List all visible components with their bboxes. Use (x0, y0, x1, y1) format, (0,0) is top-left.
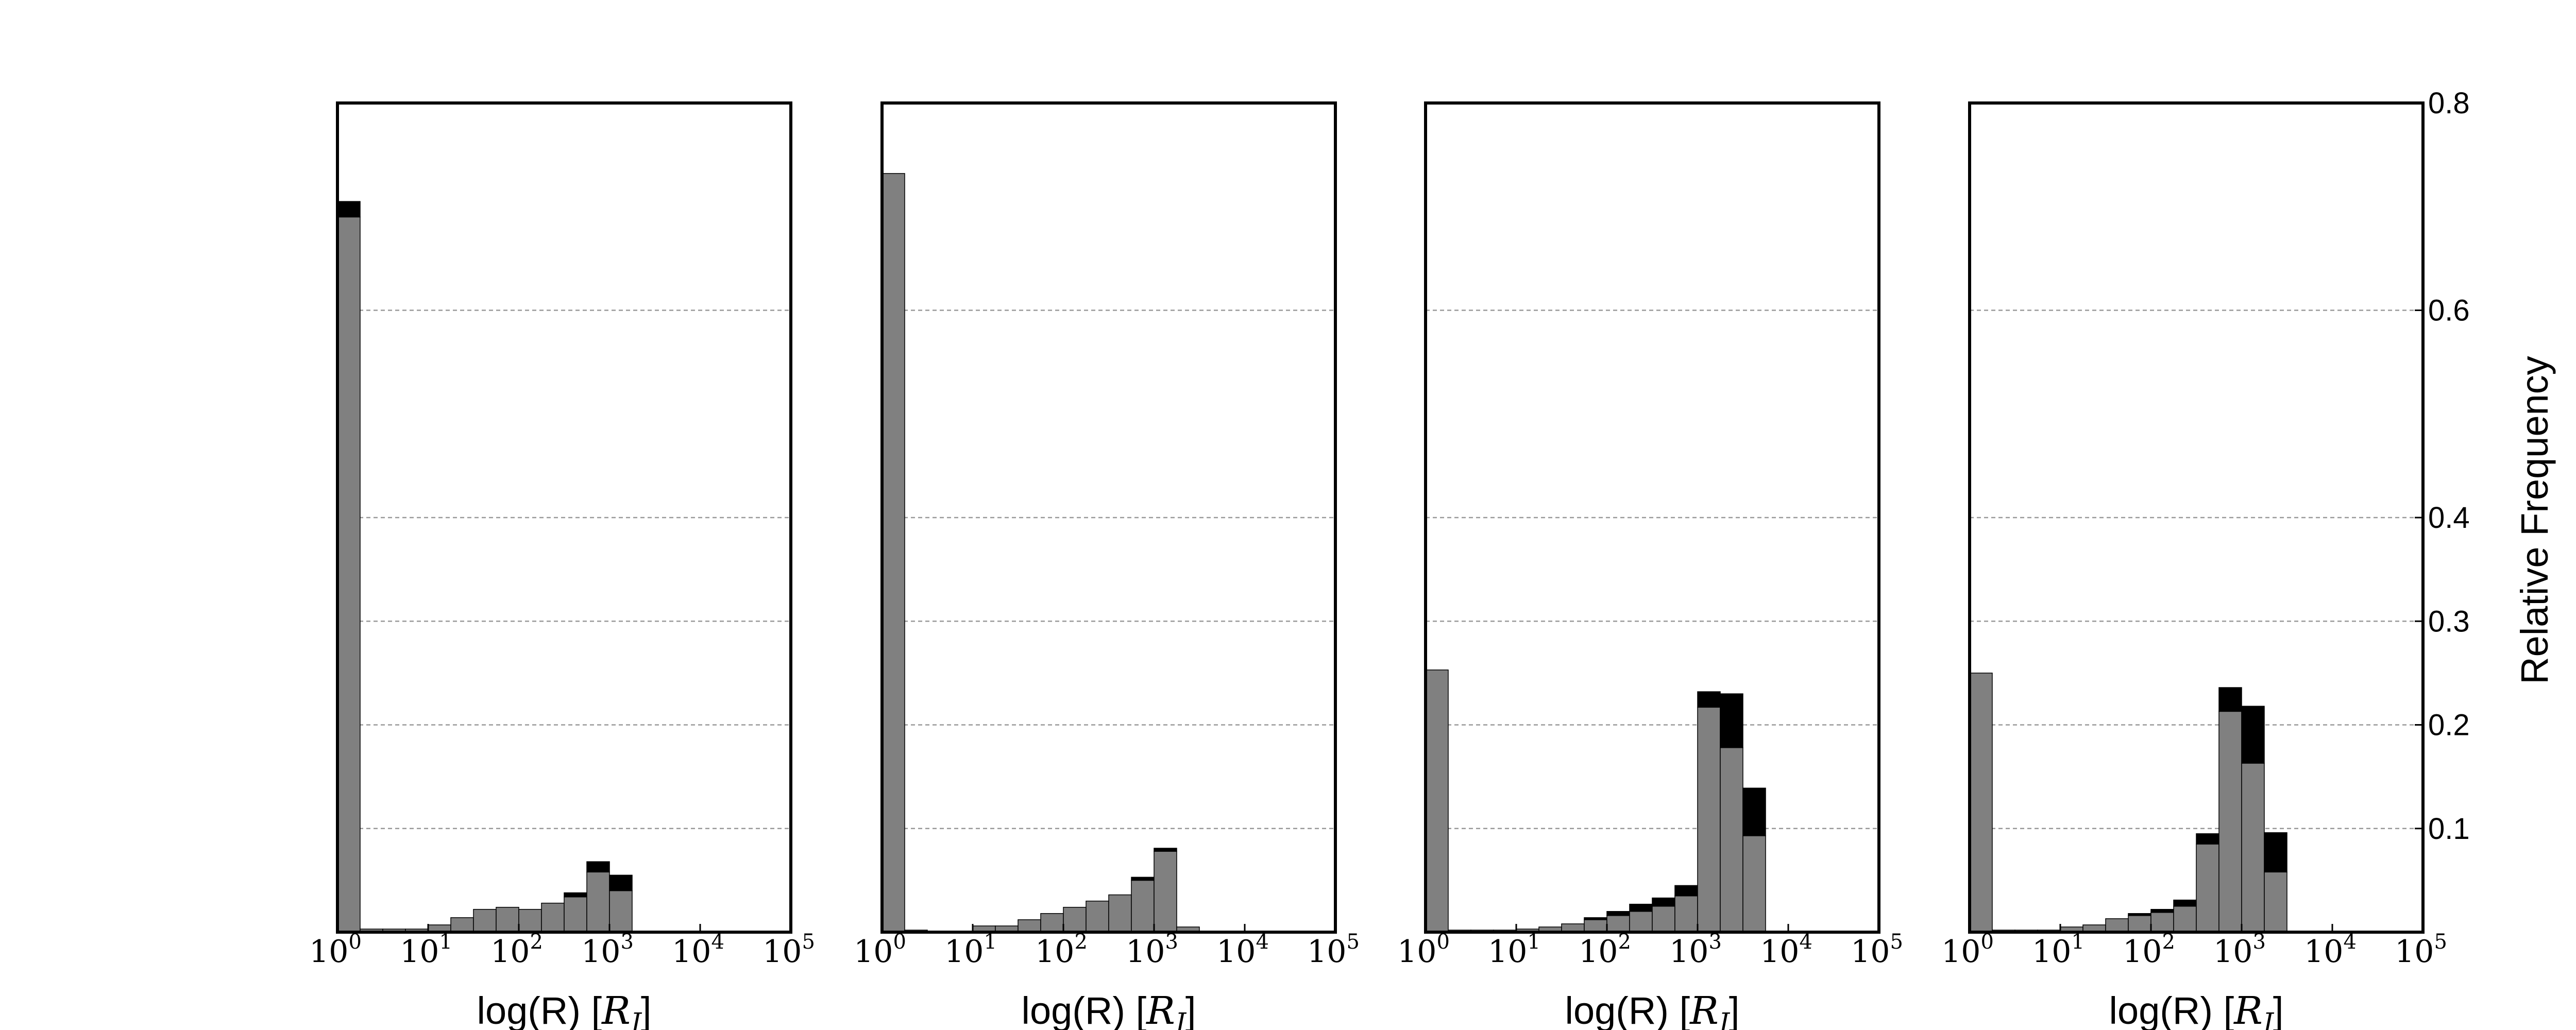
bar-lower-p0-b9 (541, 902, 565, 933)
x-tick-label-p1-0: 100 (854, 930, 906, 970)
x-tick-label-p1-4: 104 (1216, 930, 1269, 970)
bar-upper-p3-b11 (2218, 687, 2242, 712)
bar-upper-p2-b12 (1697, 691, 1721, 708)
text-layer: 100 101 102 103 104 105 log(R) [RJ] 100 101 102 10… (309, 87, 2470, 1030)
bar-lower-p1-b11 (1131, 880, 1155, 933)
bar-upper-p3-b9 (2173, 899, 2197, 907)
y-tick-label-5: 0.8 (2428, 87, 2470, 120)
bar-upper-p1-b12 (1154, 848, 1177, 852)
bar-lower-p3-b6 (2105, 918, 2129, 933)
y-tick-label-0: 0.1 (2428, 812, 2470, 846)
bar-lower-p3-b13 (2264, 871, 2287, 933)
bar-lower-p0-b7 (496, 906, 519, 933)
grid-layer (337, 102, 2423, 829)
y-axis-label: Relative Frequency (2513, 356, 2556, 684)
bar-upper-p3-b7 (2128, 913, 2151, 916)
bar-lower-p3-b7 (2128, 915, 2151, 933)
bar-lower-p2-b14 (1742, 835, 1766, 933)
bar-lower-p1-b6 (1018, 919, 1041, 933)
bar-lower-p1-b9 (1086, 900, 1109, 933)
x-axis-label-p3: log(R) [RJ] (2109, 989, 2284, 1030)
bar-lower-p3-b12 (2241, 763, 2265, 933)
x-tick-label-p0-3: 103 (581, 930, 634, 970)
bar-lower-p2-b10 (1652, 905, 1675, 933)
y-tick-label-3: 0.4 (2428, 501, 2470, 535)
bar-lower-p0-b6 (473, 908, 497, 933)
bar-lower-p3-b8 (2150, 912, 2174, 933)
bar-upper-p2-b9 (1629, 903, 1653, 912)
x-tick-label-p0-4: 104 (672, 930, 724, 970)
x-tick-label-p1-1: 101 (944, 930, 997, 970)
x-axis-label-p2: log(R) [RJ] (1565, 989, 1740, 1030)
bar-lower-p0-b11 (586, 871, 610, 933)
bar-upper-p0-b0 (337, 201, 361, 218)
x-tick-label-p2-5: 105 (1851, 930, 1903, 970)
bar-lower-p0-b8 (518, 908, 542, 933)
bar-lower-p2-b11 (1674, 895, 1698, 933)
axes-frame-p2 (1424, 101, 1880, 934)
bar-lower-p1-b10 (1108, 894, 1132, 933)
x-tick-label-p2-1: 101 (1488, 930, 1540, 970)
x-tick-label-p3-4: 104 (2304, 930, 2357, 970)
bar-lower-p1-b12 (1154, 851, 1177, 933)
y-tick-label-2: 0.3 (2428, 605, 2470, 638)
x-tick-label-p0-2: 102 (490, 930, 543, 970)
x-tick-label-p3-3: 103 (2213, 930, 2266, 970)
x-tick-label-p2-3: 103 (1669, 930, 1722, 970)
x-tick-label-p0-5: 105 (762, 930, 815, 970)
y-tick-label-4: 0.6 (2428, 294, 2470, 328)
bar-lower-p3-b10 (2196, 844, 2219, 933)
bar-upper-p2-b8 (1606, 911, 1630, 916)
y-tick-label-1: 0.2 (2428, 709, 2470, 742)
x-tick-label-p2-2: 102 (1579, 930, 1631, 970)
x-axis-label-p0: log(R) [RJ] (477, 989, 652, 1030)
bar-upper-p0-b11 (586, 861, 610, 873)
axes-frame-p0 (336, 101, 792, 934)
bar-upper-p2-b14 (1742, 787, 1766, 836)
bar-lower-p1-b7 (1040, 913, 1064, 933)
axes-frame-p1 (880, 101, 1337, 934)
bar-lower-p3-b0 (1969, 673, 1993, 933)
bar-upper-p3-b13 (2264, 832, 2287, 873)
x-tick-label-p3-1: 101 (2032, 930, 2084, 970)
x-tick-label-p3-0: 100 (1941, 930, 1994, 970)
bar-upper-p3-b8 (2150, 908, 2174, 913)
bar-upper-p0-b12 (609, 874, 633, 891)
x-tick-label-p3-2: 102 (2123, 930, 2175, 970)
bar-lower-p0-b0 (337, 216, 361, 933)
x-tick-label-p2-4: 104 (1760, 930, 1812, 970)
bar-lower-p0-b12 (609, 890, 633, 933)
x-tick-label-p3-5: 105 (2395, 930, 2447, 970)
x-tick-label-p1-5: 105 (1307, 930, 1360, 970)
bar-lower-p0-b10 (564, 896, 587, 933)
bar-upper-p2-b13 (1720, 693, 1743, 748)
bar-upper-p2-b10 (1652, 897, 1675, 907)
bar-upper-p3-b10 (2196, 833, 2219, 845)
bar-upper-p2-b11 (1674, 885, 1698, 897)
x-tick-label-p0-0: 100 (309, 930, 362, 970)
x-axis-label-p1: log(R) [RJ] (1022, 989, 1196, 1030)
bar-lower-p2-b7 (1584, 919, 1607, 933)
bar-lower-p3-b9 (2173, 905, 2197, 933)
bar-lower-p1-b8 (1063, 906, 1087, 933)
bar-upper-p3-b12 (2241, 706, 2265, 764)
axes-layer (336, 101, 2425, 934)
x-tick-label-p1-3: 103 (1126, 930, 1178, 970)
bar-lower-p0-b5 (450, 917, 474, 933)
bar-upper-p2-b7 (1584, 917, 1607, 920)
x-tick-label-p1-2: 102 (1035, 930, 1088, 970)
bar-lower-p2-b12 (1697, 707, 1721, 933)
bar-lower-p3-b11 (2218, 711, 2242, 933)
bar-lower-p2-b9 (1629, 911, 1653, 933)
bar-lower-p2-b0 (1425, 670, 1449, 933)
bars-layer (337, 173, 2287, 933)
x-tick-label-p2-0: 100 (1397, 930, 1450, 970)
bar-lower-p1-b0 (882, 173, 905, 933)
bar-upper-p1-b11 (1131, 877, 1155, 881)
x-tick-label-p0-1: 101 (400, 930, 452, 970)
bar-lower-p2-b13 (1720, 747, 1743, 933)
bar-upper-p0-b10 (564, 892, 587, 898)
